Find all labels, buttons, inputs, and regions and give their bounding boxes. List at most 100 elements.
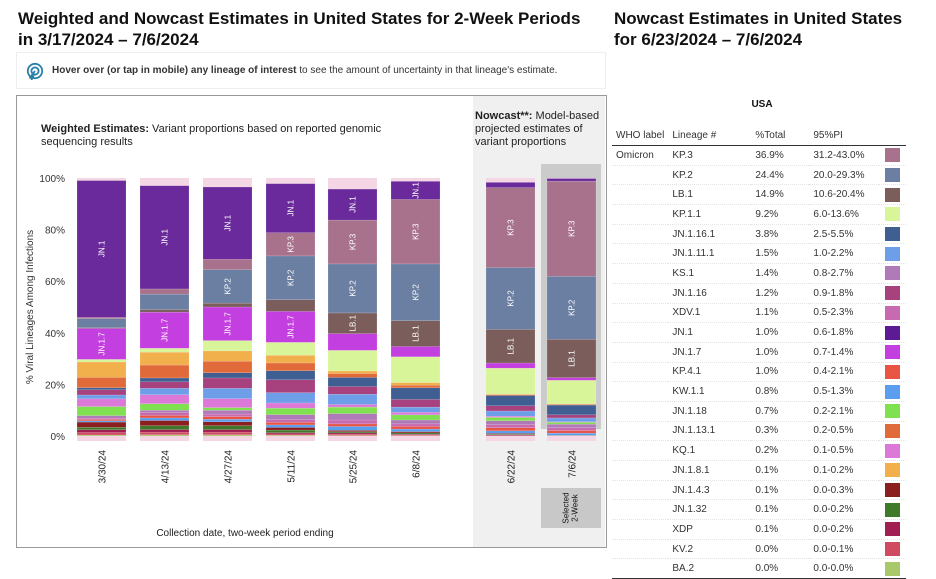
- segment-JN.1.8.1[interactable]: [140, 352, 189, 365]
- segment-JN.1.16[interactable]: [547, 415, 596, 418]
- segment-KS.1[interactable]: [486, 421, 535, 425]
- segment-JN.1.4.3[interactable]: [140, 421, 189, 426]
- segment-JN.1.13.1[interactable]: [203, 361, 252, 373]
- segment-JN.1.16[interactable]: [77, 390, 126, 395]
- segment-JN.1.16.1[interactable]: [547, 405, 596, 415]
- segment-KP.4.1[interactable]: [486, 428, 535, 431]
- segment-JN.1.16.1[interactable]: [391, 388, 440, 400]
- segment-KP.2[interactable]: [140, 294, 189, 309]
- segment-JN.1.11.1[interactable]: [266, 393, 315, 403]
- segment-JN.1.18[interactable]: [486, 417, 535, 420]
- segment-XDV.1[interactable]: [328, 420, 377, 424]
- segment-KV.2[interactable]: [140, 432, 189, 435]
- segment-KP.3[interactable]: [140, 289, 189, 294]
- segment-KW.1.1[interactable]: [203, 419, 252, 422]
- segment-JN.1.11.1[interactable]: [77, 395, 126, 399]
- segment-JN.1.16.1[interactable]: [328, 377, 377, 386]
- segment-JN.1.4.3[interactable]: [266, 427, 315, 430]
- segment-JN.1.16[interactable]: [203, 378, 252, 388]
- segment-KV.2[interactable]: [203, 432, 252, 435]
- segment-JN.1.8.1[interactable]: [391, 383, 440, 386]
- segment-KQ.1[interactable]: [203, 399, 252, 408]
- segment-JN.1.7[interactable]: [547, 378, 596, 381]
- segment-JN.1.16[interactable]: [486, 406, 535, 411]
- segment-JN.1.8.1[interactable]: [203, 351, 252, 361]
- segment-JN.1.18[interactable]: [77, 407, 126, 416]
- segment-KP.1.1[interactable]: [77, 359, 126, 362]
- bar-5/25/24[interactable]: LB.1KP.2KP.3JN.1: [328, 178, 377, 441]
- segment-JN.1.8.1[interactable]: [266, 355, 315, 363]
- bar-6/8/24[interactable]: LB.1KP.2KP.3JN.1: [391, 178, 440, 441]
- segment-KV.2[interactable]: [77, 432, 126, 435]
- segment-JN.1.18[interactable]: [391, 415, 440, 420]
- bar-6/22/24[interactable]: LB.1KP.2KP.3: [486, 178, 535, 441]
- segment-XDV.1[interactable]: [203, 414, 252, 417]
- segment-JN.1.4.3[interactable]: [77, 422, 126, 427]
- segment-KP.1.1[interactable]: [203, 341, 252, 351]
- segment-KP.4.1[interactable]: [328, 424, 377, 427]
- segment-KW.1.1[interactable]: [547, 433, 596, 435]
- segment-JN.1.32[interactable]: [266, 430, 315, 433]
- segment-JN.1.4.3[interactable]: [203, 422, 252, 426]
- segment-JN.1.16[interactable]: [328, 386, 377, 394]
- segment-JN.1.16[interactable]: [140, 382, 189, 388]
- segment-JN.1.16.1[interactable]: [77, 388, 126, 390]
- segment-KS.1[interactable]: [328, 414, 377, 420]
- segment-KQ.1[interactable]: [140, 395, 189, 404]
- segment-KS.1[interactable]: [547, 424, 596, 428]
- segment-JN.1.13.1[interactable]: [140, 365, 189, 378]
- segment-JN.1.18[interactable]: [203, 408, 252, 411]
- segment-KP.2[interactable]: [77, 319, 126, 328]
- segment-JN.1.32[interactable]: [77, 427, 126, 430]
- segment-JN.1.8.1[interactable]: [77, 362, 126, 377]
- segment-KP.1.1[interactable]: [328, 350, 377, 371]
- segment-KQ.1[interactable]: [328, 405, 377, 408]
- segment-KS.1[interactable]: [203, 410, 252, 414]
- segment-JN.1[interactable]: [486, 182, 535, 187]
- segment-JN.1.8.1[interactable]: [328, 371, 377, 374]
- segment-XDV.1[interactable]: [391, 424, 440, 427]
- bar-7/6/24[interactable]: LB.1KP.2KP.3: [547, 178, 596, 441]
- segment-JN.1.7[interactable]: [391, 346, 440, 356]
- segment-LB.1[interactable]: [140, 310, 189, 313]
- segment-KQ.1[interactable]: [77, 399, 126, 407]
- segment-JN.1.11.1[interactable]: [486, 411, 535, 416]
- segment-XDV.1[interactable]: [547, 428, 596, 431]
- segment-JN.1.18[interactable]: [547, 422, 596, 424]
- segment-JN.1.13.1[interactable]: [391, 385, 440, 388]
- bar-4/13/24[interactable]: JN.1.7JN.1: [140, 178, 189, 441]
- segment-JN.1.11.1[interactable]: [547, 418, 596, 422]
- bar-4/27/24[interactable]: JN.1.7KP.2JN.1: [203, 178, 252, 441]
- segment-JN.1.13.1[interactable]: [266, 363, 315, 371]
- segment-JN.1.13.1[interactable]: [77, 377, 126, 387]
- segment-JN.1.16.1[interactable]: [203, 373, 252, 378]
- segment-KP.4.1[interactable]: [140, 415, 189, 418]
- segment-KP.1.1[interactable]: [391, 357, 440, 383]
- segment-KW.1.1[interactable]: [266, 425, 315, 428]
- segment-XDV.1[interactable]: [140, 413, 189, 416]
- segment-KW.1.1[interactable]: [140, 418, 189, 421]
- segment-JN.1.16.1[interactable]: [486, 395, 535, 405]
- segment-KP.4.1[interactable]: [391, 426, 440, 429]
- segment-JN.1.32[interactable]: [140, 426, 189, 430]
- segment-LB.1[interactable]: [203, 303, 252, 307]
- segment-KP.4.1[interactable]: [203, 417, 252, 420]
- segment-KP.1.1[interactable]: [547, 380, 596, 404]
